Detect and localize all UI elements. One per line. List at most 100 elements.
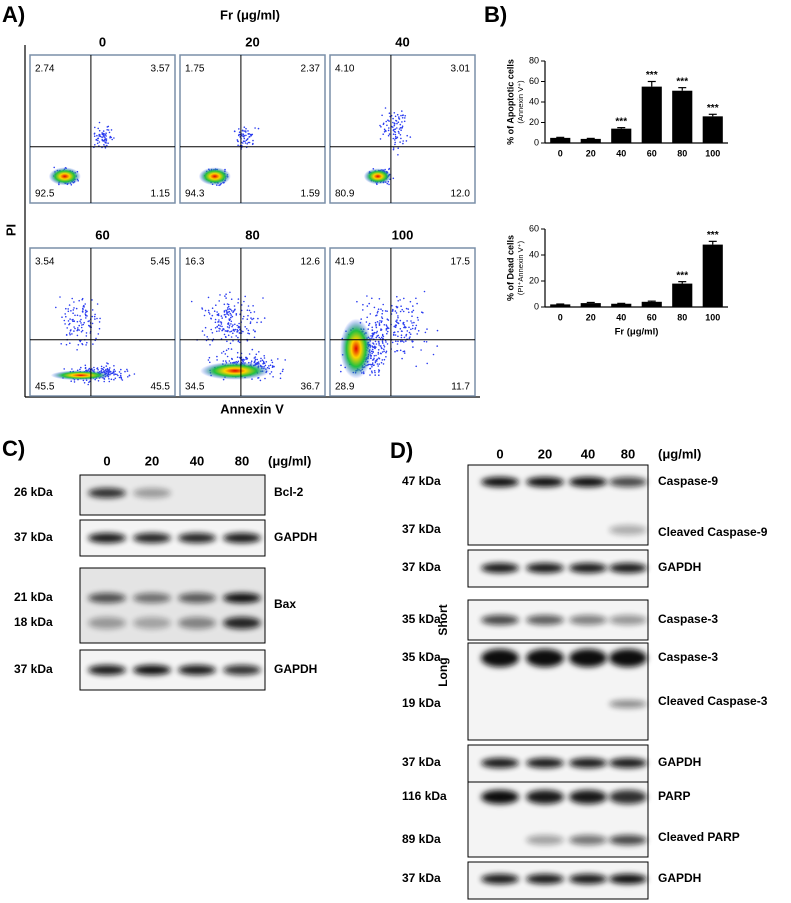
significance-mark: *** — [615, 116, 627, 127]
event-dot — [382, 342, 384, 344]
event-dot — [386, 318, 389, 321]
event-dot — [77, 328, 79, 331]
event-dot — [215, 304, 217, 307]
plot-title: 100 — [392, 227, 414, 242]
event-dot — [373, 357, 375, 360]
event-dot — [76, 320, 79, 323]
event-dot — [98, 129, 101, 132]
event-dot — [235, 335, 237, 337]
event-dot — [373, 370, 376, 372]
blot — [467, 781, 649, 858]
event-dot — [218, 327, 220, 330]
molecular-weight: 89 kDa — [402, 832, 441, 846]
event-dot — [71, 297, 73, 300]
event-dot — [60, 343, 62, 345]
event-dot — [394, 334, 397, 336]
event-dot — [381, 347, 383, 350]
event-dot — [392, 133, 395, 135]
event-dot — [242, 358, 245, 361]
event-dot — [409, 333, 412, 336]
event-dot — [393, 124, 396, 127]
event-dot — [394, 133, 397, 136]
event-dot — [386, 343, 389, 345]
event-dot — [378, 374, 380, 377]
event-dot — [396, 319, 398, 321]
event-dot — [371, 359, 374, 361]
event-dot — [105, 132, 107, 134]
event-dot — [398, 118, 401, 120]
event-dot — [97, 139, 99, 142]
protein-band — [526, 615, 564, 625]
event-dot — [70, 380, 72, 383]
event-dot — [381, 351, 384, 353]
quadrant-value: 94.3 — [185, 189, 205, 200]
event-dot — [404, 117, 406, 119]
quadrant-value: 80.9 — [335, 189, 355, 200]
event-dot — [372, 342, 374, 344]
event-dot — [91, 299, 93, 301]
event-dot — [110, 136, 112, 139]
quadrant-value: 45.5 — [35, 382, 55, 393]
quadrant-value: 16.3 — [185, 257, 205, 268]
event-dot — [426, 362, 429, 365]
event-dot — [386, 326, 389, 329]
event-dot — [113, 368, 115, 371]
event-dot — [263, 357, 266, 359]
event-dot — [238, 341, 241, 344]
event-dot — [382, 123, 385, 126]
event-dot — [409, 136, 412, 138]
event-dot — [214, 318, 217, 321]
event-dot — [228, 360, 231, 362]
event-dot — [410, 320, 412, 322]
event-dot — [214, 327, 217, 329]
event-dot — [411, 341, 414, 343]
event-dot — [375, 354, 377, 357]
event-dot — [369, 313, 372, 315]
event-dot — [373, 355, 376, 357]
density-core — [340, 318, 373, 379]
protein-label: GAPDH — [658, 755, 701, 769]
protein-band — [133, 593, 171, 603]
event-dot — [207, 296, 210, 299]
event-dot — [387, 129, 390, 132]
event-dot — [399, 123, 402, 126]
event-dot — [264, 377, 266, 380]
event-dot — [247, 329, 250, 332]
event-dot — [383, 344, 385, 347]
plot-frame — [329, 54, 476, 204]
event-dot — [203, 314, 206, 317]
event-dot — [394, 326, 397, 328]
event-dot — [116, 373, 118, 376]
quadrant-value: 12.0 — [451, 189, 471, 200]
event-dot — [95, 337, 97, 340]
event-dot — [378, 323, 381, 326]
event-dot — [252, 139, 254, 142]
event-dot — [86, 341, 88, 344]
event-dot — [403, 336, 406, 339]
molecular-weight: 37 kDa — [402, 871, 441, 885]
event-dot — [397, 340, 399, 343]
panel-label: D) — [390, 438, 413, 463]
event-dot — [392, 126, 394, 128]
event-dot — [371, 371, 373, 374]
bar — [580, 138, 601, 143]
event-dot — [403, 341, 405, 343]
event-dot — [400, 334, 403, 337]
event-dot — [96, 367, 99, 369]
event-dot — [381, 312, 384, 315]
event-dot — [381, 340, 384, 343]
plot-title: 20 — [245, 34, 259, 49]
event-dot — [270, 371, 273, 373]
event-dot — [404, 325, 406, 328]
event-dot — [222, 350, 225, 353]
event-dot — [79, 315, 81, 317]
quadrant-value: 41.9 — [335, 257, 355, 268]
event-dot — [81, 297, 84, 300]
event-dot — [111, 138, 113, 141]
event-dot — [377, 371, 380, 373]
event-dot — [80, 366, 82, 369]
event-dot — [101, 367, 103, 370]
event-dot — [381, 320, 383, 322]
event-dot — [259, 360, 262, 362]
event-dot — [412, 324, 414, 327]
